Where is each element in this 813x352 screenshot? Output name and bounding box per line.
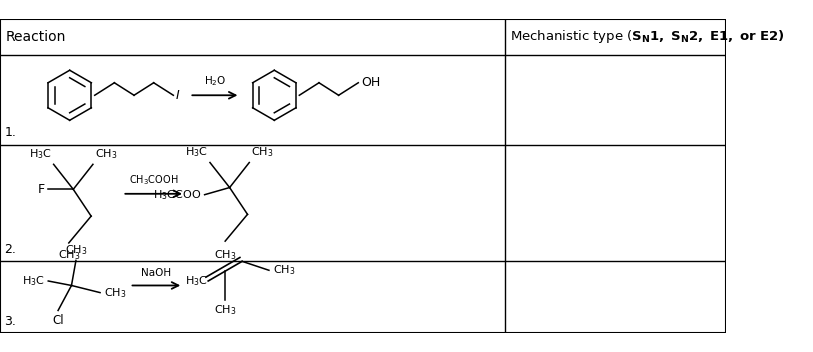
Text: $\mathregular{CH_3}$: $\mathregular{CH_3}$ (214, 248, 237, 262)
Text: $\mathregular{H_3C}$: $\mathregular{H_3C}$ (22, 274, 45, 288)
Text: Reaction: Reaction (6, 30, 66, 44)
Text: I: I (176, 89, 180, 102)
Text: F: F (37, 183, 45, 196)
Text: $\mathregular{CH_3}$: $\mathregular{CH_3}$ (103, 286, 126, 300)
Text: 2.: 2. (4, 243, 16, 256)
Text: Mechanistic type ($\mathbf{S_N}$$\mathbf{1, \ S_N2, \ E1, \ or \ E2)}$: Mechanistic type ($\mathbf{S_N}$$\mathbf… (511, 28, 785, 45)
Text: $\mathregular{H_2O}$: $\mathregular{H_2O}$ (203, 74, 226, 88)
Text: $\mathregular{CH_3}$: $\mathregular{CH_3}$ (272, 263, 295, 277)
Text: $\mathregular{H_3C}$: $\mathregular{H_3C}$ (29, 147, 52, 161)
Text: $\mathregular{CH_3COOH}$: $\mathregular{CH_3COOH}$ (129, 173, 178, 187)
Text: Cl: Cl (52, 314, 64, 327)
Text: $\mathregular{CH_3}$: $\mathregular{CH_3}$ (94, 147, 117, 161)
Text: OH: OH (361, 76, 380, 89)
Text: $\mathregular{H_3C}$: $\mathregular{H_3C}$ (185, 274, 208, 288)
Text: $\mathregular{CH_3}$: $\mathregular{CH_3}$ (58, 248, 80, 262)
Text: $\mathregular{H_3C}$: $\mathregular{H_3C}$ (185, 145, 208, 159)
Text: $\mathregular{H_3CCOO}$: $\mathregular{H_3CCOO}$ (153, 188, 201, 202)
Text: $\mathregular{CH_3}$: $\mathregular{CH_3}$ (65, 243, 87, 257)
Text: 3.: 3. (4, 315, 16, 328)
Text: $\mathregular{CH_3}$: $\mathregular{CH_3}$ (214, 303, 237, 317)
Text: NaOH: NaOH (141, 268, 172, 278)
Text: 1.: 1. (4, 126, 16, 139)
Text: $\mathregular{CH_3}$: $\mathregular{CH_3}$ (251, 145, 273, 159)
